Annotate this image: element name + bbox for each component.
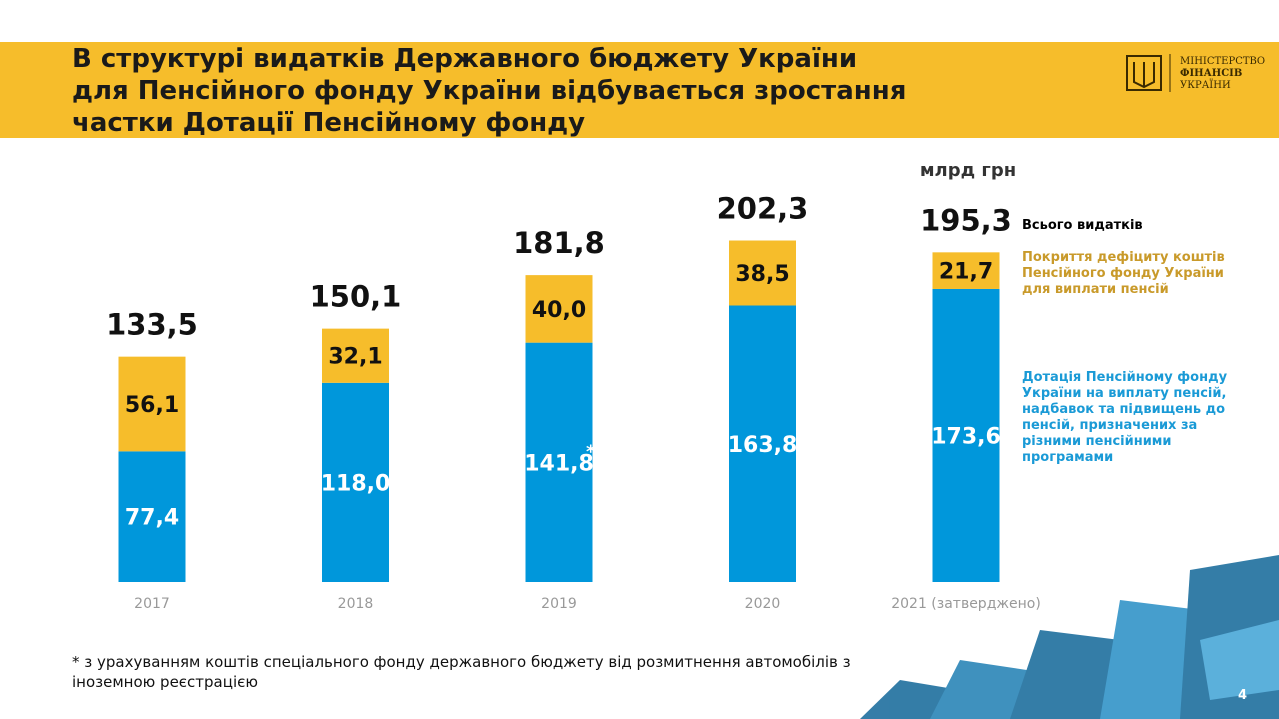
logo-text: МІНІСТЕРСТВО [1180,56,1266,67]
bar-segment [525,275,593,343]
legend-entry: Дотація Пенсійному фонду України на випл… [1022,370,1228,465]
value-label: 118,0 [321,471,391,496]
value-label: 38,5 [735,262,789,287]
total-label: 195,3 [920,203,1012,237]
title: для Пенсійного фонду України відбуваєтьс… [72,76,907,106]
bar-segment [118,451,186,582]
x-tick-label: 2018 [338,596,374,612]
note-marker: * [586,441,596,462]
unit-label: млрд грн [920,160,1016,181]
value-label: 173,6 [931,424,1001,449]
bar-segment [932,288,1000,582]
bar-segment [525,342,593,582]
value-label: 21,7 [939,260,993,285]
x-tick-label: 2021 (затверджено) [891,596,1041,612]
value-label: 40,0 [532,298,586,323]
value-label: 163,8 [728,433,798,458]
page-number: 4 [1238,688,1248,703]
bar-segment [729,305,796,582]
footnote: * з урахуванням коштів спеціального фонд… [72,653,851,691]
logo-text: ФІНАНСІВ [1180,68,1243,79]
total-label: 202,3 [717,192,809,226]
logo-text: УКРАЇНИ [1180,80,1231,91]
header-band [0,42,1279,138]
legend-total: Всього видатків [1022,218,1143,233]
title: В структурі видатків Державного бюджету … [72,44,858,74]
title: частки Дотації Пенсійному фонду [72,108,586,138]
value-label: 32,1 [328,345,382,370]
bar-segment [322,328,389,383]
bar-segment [729,240,796,306]
x-tick-label: 2020 [745,596,781,612]
bar-segment [932,252,1000,289]
value-label: 56,1 [125,393,179,418]
value-label: 77,4 [125,506,179,531]
total-label: 133,5 [106,308,198,342]
total-label: 150,1 [310,280,402,314]
value-label: 141,8 [524,451,594,476]
x-tick-label: 2017 [134,596,170,612]
bar-segment [322,382,389,582]
x-tick-label: 2019 [541,596,577,612]
total-label: 181,8 [513,226,605,260]
legend-entry: Покриття дефіциту коштів Пенсійного фонд… [1022,250,1225,297]
bar-segment [118,356,186,452]
money-image [860,555,1279,719]
